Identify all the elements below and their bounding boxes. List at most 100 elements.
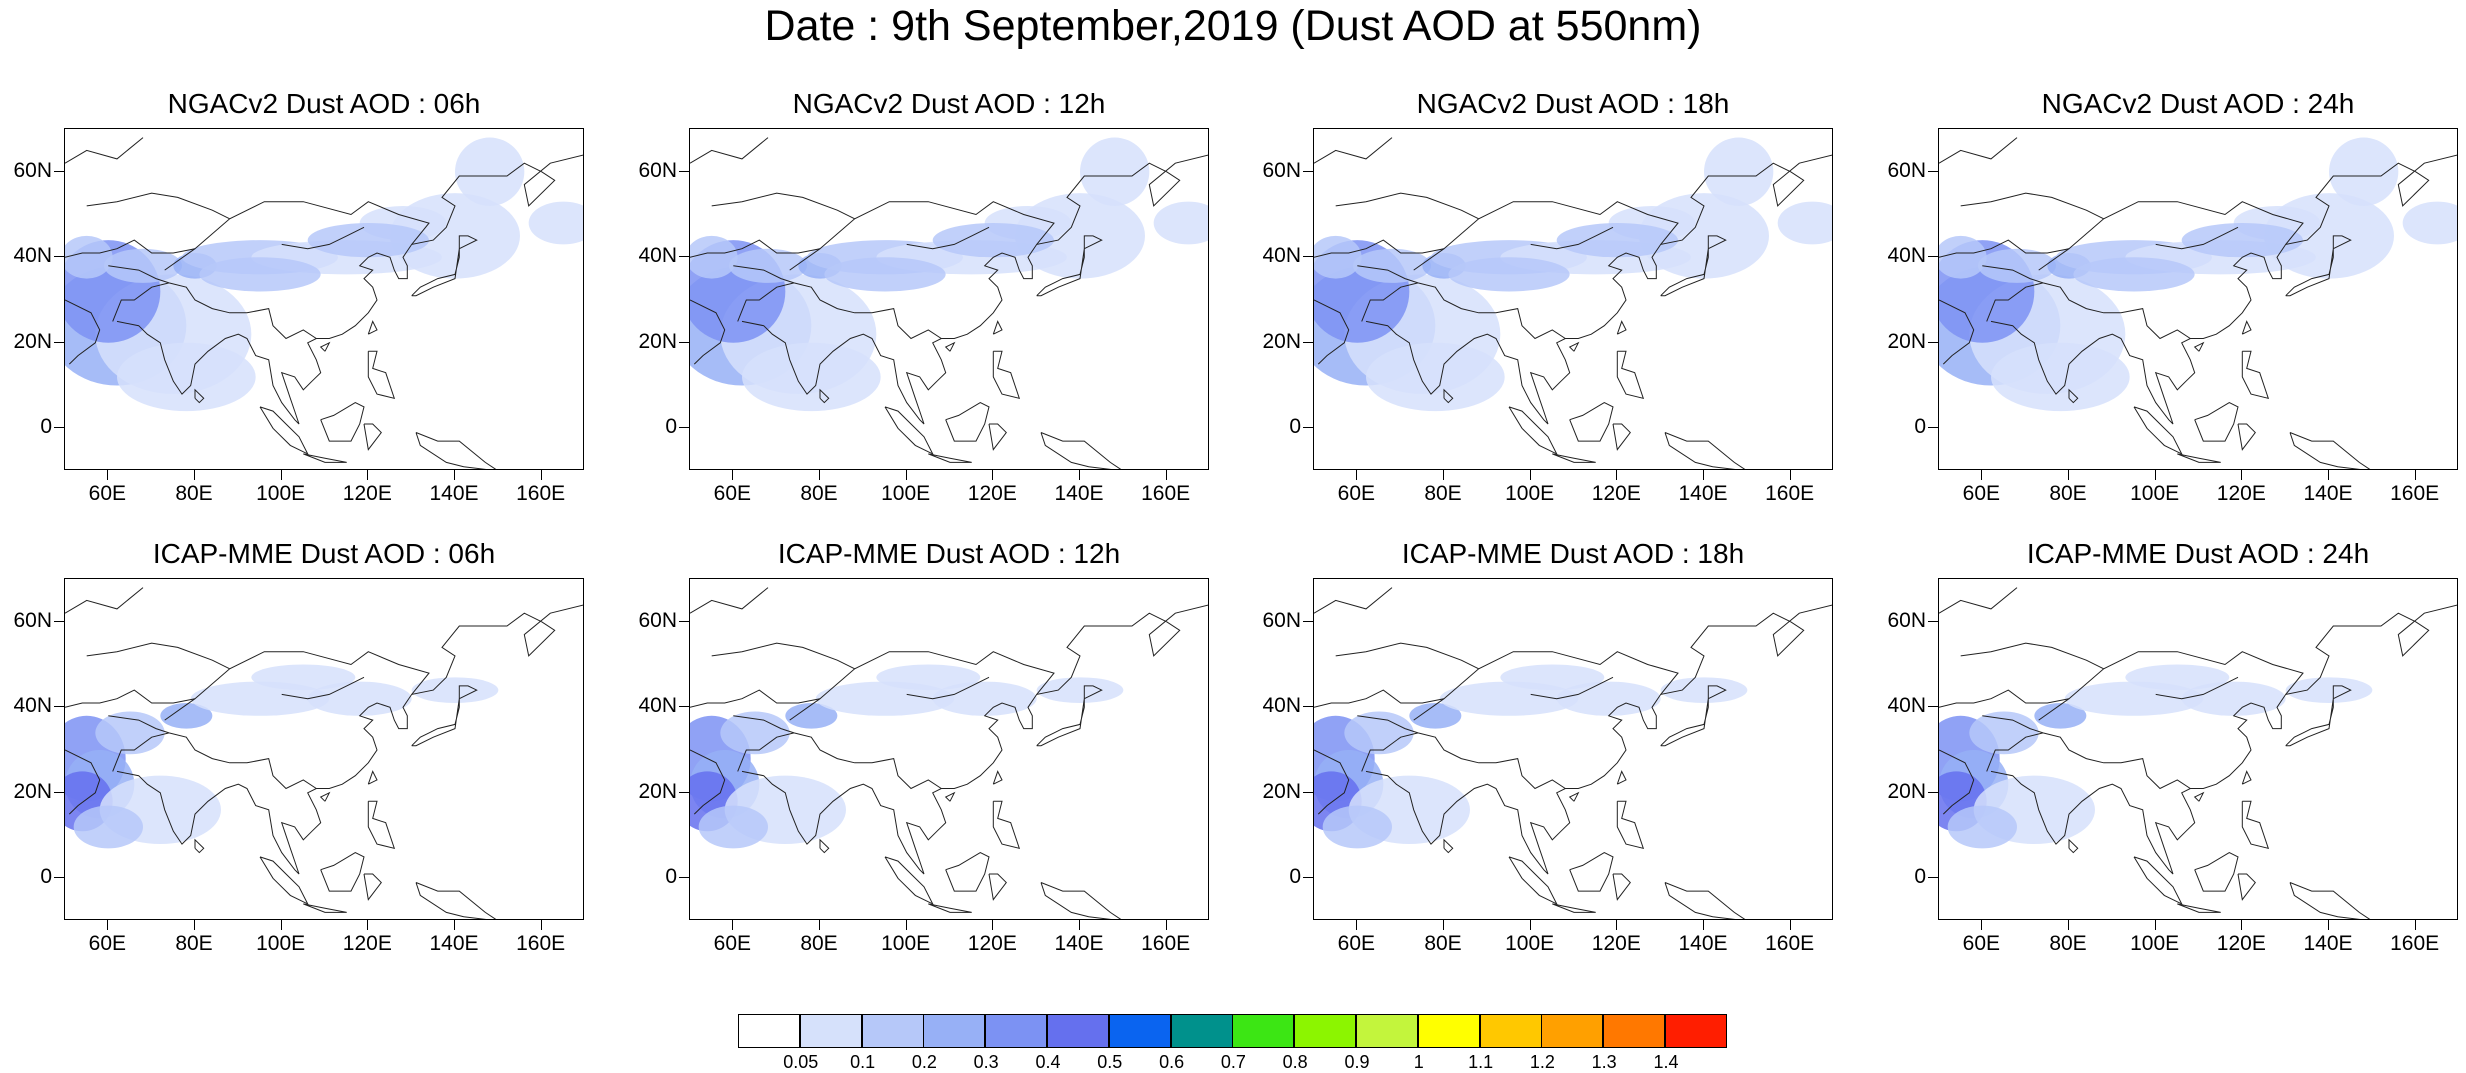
panel-title: NGACv2 Dust AOD : 12h	[792, 88, 1106, 119]
lat-tick-label: 0	[1289, 415, 1301, 439]
dust-aod-map	[1313, 128, 1833, 470]
lon-tick	[2328, 470, 2329, 480]
lat-tick	[1928, 620, 1938, 622]
dust-plume	[1344, 711, 1414, 755]
coastline	[2133, 406, 2183, 456]
coastline	[415, 882, 497, 919]
map-canvas	[1939, 587, 2457, 919]
coastline	[108, 715, 317, 790]
lat-tick	[54, 341, 64, 343]
coastline	[1569, 402, 1614, 442]
coastline	[1569, 852, 1614, 892]
dust-plume	[1991, 342, 2130, 412]
coastline	[737, 282, 795, 322]
lon-tick-label: 120E	[342, 932, 392, 955]
dust-plume	[1366, 342, 1505, 412]
lon-tick	[540, 920, 542, 930]
lon-tick	[2068, 920, 2069, 930]
lon-tick	[194, 920, 195, 930]
dust-plume	[932, 223, 1054, 258]
coastline	[741, 154, 1208, 425]
lat-tick	[679, 341, 689, 343]
coastline	[2289, 432, 2371, 469]
coastline	[411, 698, 460, 747]
colorbar-swatch	[923, 1014, 986, 1048]
coastline	[65, 299, 101, 365]
lat-tick-label: 0	[665, 865, 677, 889]
coastline	[1982, 715, 2191, 790]
coastline	[65, 137, 144, 164]
lon-tick-label: 160E	[516, 932, 566, 955]
lat-tick-label: 60N	[1887, 608, 1926, 632]
coastline	[1990, 154, 2457, 425]
coastline	[1314, 689, 1445, 708]
coastline	[1616, 770, 1627, 785]
panel-title: NGACv2 Dust AOD : 24h	[2041, 88, 2355, 119]
coastline	[2285, 698, 2334, 747]
lat-tick	[1303, 706, 1313, 708]
lat-tick-label: 0	[665, 415, 677, 439]
coastline	[65, 749, 101, 815]
coastline	[458, 235, 478, 250]
lon-tick-label: 120E	[1591, 482, 1641, 505]
dust-plume	[690, 235, 738, 279]
lat-tick	[1303, 256, 1313, 258]
coastline	[1939, 749, 1975, 815]
coastline	[363, 873, 382, 901]
lon-tick-label: 100E	[2130, 482, 2180, 505]
coastline	[733, 265, 942, 340]
lat-tick-label: 20N	[13, 779, 52, 803]
lon-tick-label: 120E	[967, 482, 1017, 505]
lon-tick	[1443, 470, 1444, 480]
lon-tick-label: 120E	[967, 932, 1017, 955]
lon-tick	[194, 470, 195, 480]
coastline	[1960, 192, 2104, 220]
coastline	[108, 265, 317, 340]
lon-tick	[1616, 920, 1618, 930]
coastline	[65, 239, 196, 258]
lon-tick-label: 100E	[256, 482, 306, 505]
lon-tick	[732, 470, 734, 480]
figure-title: Date : 9th September,2019 (Dust AOD at 5…	[764, 2, 1702, 50]
coastline	[992, 770, 1003, 785]
coastline	[1508, 406, 1558, 456]
coastline	[690, 239, 821, 258]
lon-tick	[107, 920, 109, 930]
lat-tick	[1928, 706, 1938, 708]
lon-tick-label: 80E	[175, 932, 213, 955]
lat-tick	[1928, 341, 1938, 343]
coastline	[1314, 749, 1350, 815]
coastline	[65, 689, 196, 708]
coastline	[2237, 873, 2256, 901]
coastline	[116, 154, 583, 425]
dust-plume	[1153, 201, 1208, 245]
colorbar-swatch	[1108, 1014, 1171, 1048]
coastline	[2038, 651, 2304, 721]
lat-tick	[1303, 341, 1313, 343]
lon-tick	[2154, 920, 2156, 930]
coastline	[367, 320, 378, 335]
dust-aod-map	[64, 128, 584, 470]
dust-plume	[698, 805, 768, 849]
panel-title: NGACv2 Dust AOD : 18h	[1416, 88, 1730, 119]
lon-tick-label: 120E	[1591, 932, 1641, 955]
lon-tick-label: 80E	[2049, 932, 2087, 955]
lon-tick-label: 140E	[1054, 482, 1104, 505]
panel-title: ICAP-MME Dust AOD : 24h	[2026, 538, 2370, 569]
lat-tick	[1928, 427, 1938, 429]
coastline	[690, 749, 726, 815]
lat-tick-label: 40N	[13, 244, 52, 268]
colorbar-swatch	[738, 1014, 800, 1048]
dust-plume	[1080, 137, 1150, 206]
lon-tick	[454, 470, 455, 480]
dust-plume	[824, 257, 946, 292]
coastline	[367, 770, 378, 785]
coastline	[259, 856, 309, 906]
lon-tick	[107, 470, 109, 480]
coastline	[1036, 248, 1085, 297]
lon-tick	[1703, 470, 1704, 480]
dust-plume	[1500, 664, 1605, 691]
lon-tick	[1981, 920, 1983, 930]
coastline	[1365, 604, 1832, 875]
coastline	[1357, 265, 1566, 340]
